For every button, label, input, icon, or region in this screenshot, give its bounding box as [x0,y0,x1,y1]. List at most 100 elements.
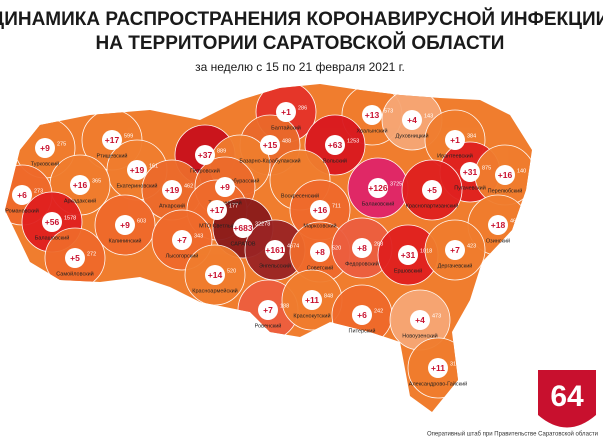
region-name: Самойловский [56,270,94,277]
region-name: Базарно-Карабулакский [239,157,300,164]
badge [302,290,322,310]
new-cases: +16 [73,180,88,190]
region-name: Краснопартизанский [406,202,459,209]
region-name: Балашовский [35,234,70,241]
region-name: Аркадакский [64,197,96,204]
badge [70,175,90,195]
region-name: Ровенский [255,322,282,329]
region-name: Марксовский [303,222,336,229]
total-cases: 140 [517,168,526,174]
total-cases: 4674 [287,243,299,249]
logo-shield [538,370,596,428]
new-cases: +8 [315,247,325,257]
new-cases: +11 [431,363,445,373]
region-name: Татищевский [208,199,241,206]
new-cases: +7 [263,305,273,315]
badge [460,162,480,182]
badge [12,185,32,205]
new-cases: +1 [281,107,291,117]
new-cases: +31 [463,167,478,177]
new-cases: +161 [265,245,284,255]
region-name: Аткарский [159,202,185,209]
new-cases: +6 [357,310,367,320]
badge [325,135,345,155]
badge [258,300,278,320]
new-cases: +5 [70,253,80,263]
total-cases: 1578 [64,215,76,221]
badge [205,265,225,285]
region-name: Ивантеевский [437,152,473,159]
new-cases: +9 [220,182,230,192]
badge [260,135,280,155]
region-name: Балтайский [271,124,301,131]
region-name: Ртищевский [97,152,128,159]
region-name: Красноармейский [192,287,238,294]
region-name: Озинский [486,237,510,244]
new-cases: +9 [120,220,130,230]
new-cases: +5 [427,185,437,195]
logo: 64 [550,380,584,413]
new-cases: +6 [17,190,27,200]
total-cases: 188 [280,303,289,309]
badge [445,130,465,150]
region-name: Вольский [323,157,347,164]
new-cases: +31 [401,250,416,260]
total-cases: 275 [57,141,66,147]
total-cases: 488 [282,138,291,144]
region-name: Петровский [190,167,220,174]
new-cases: +16 [498,170,513,180]
new-cases: +4 [407,115,417,125]
badge [265,240,285,260]
title: ДИНАМИКА РАСПРОСТРАНЕНИЯ КОРОНАВИРУСНОЙ … [0,8,603,30]
title: НА ТЕРРИТОРИИ САРАТОВСКОЙ ОБЛАСТИ [96,32,505,54]
total-cases: 520 [332,245,341,251]
region-name: Перелюбский [488,187,523,194]
region-name: Энгельсский [259,262,291,269]
region-name: Советский [307,264,334,271]
total-cases: 848 [324,293,333,299]
new-cases: +126 [368,183,387,193]
new-cases: +8 [357,243,367,253]
total-cases: 283 [374,241,383,247]
new-cases: +1 [450,135,460,145]
total-cases: 711 [332,203,341,209]
total-cases: 318 [450,361,459,367]
badge [445,240,465,260]
total-cases: 889 [217,148,226,154]
total-cases: 384 [467,133,476,139]
total-cases: 461 [510,218,519,224]
region-name: Духовницкий [395,132,428,139]
region-name: Хвалынский [356,127,387,134]
badge [172,230,192,250]
new-cases: +63 [328,140,343,150]
total-cases: 462 [184,183,193,189]
badge [352,305,372,325]
new-cases: +9 [40,143,50,153]
total-cases: 1253 [347,138,359,144]
region-name: Федоровский [345,260,379,267]
region-name: САРАТОВ [230,241,255,247]
badge [310,200,330,220]
new-cases: +15 [263,140,278,150]
total-cases: 520 [227,268,236,274]
region-name: Ершовский [394,267,422,274]
region-name: Балаковский [362,200,395,207]
new-cases: +17 [210,205,225,215]
total-cases: 143 [424,113,433,119]
badge [127,160,147,180]
region-name: Лысогорский [166,252,199,259]
total-cases: 573 [384,108,393,114]
badge [115,215,135,235]
total-cases: 603 [137,218,146,224]
new-cases: +11 [305,295,319,305]
new-cases: +16 [313,205,328,215]
badge [215,177,235,197]
region-name: Александрово-Гайский [409,380,467,387]
total-cases: 286 [298,105,307,111]
region-name: Турковский [31,160,60,167]
badge [368,178,388,198]
subtitle: за неделю с 15 по 21 февраля 2021 г. [195,60,405,74]
region-name: Пугачевский [454,184,486,191]
badge [488,215,508,235]
